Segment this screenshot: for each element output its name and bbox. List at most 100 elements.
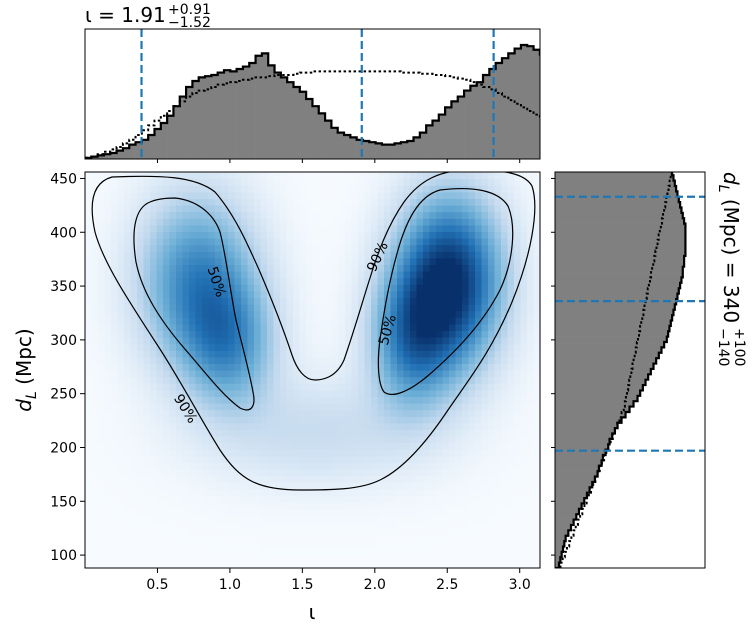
heatmap-cell <box>215 310 223 318</box>
heatmap-cell <box>169 528 177 536</box>
heatmap-cell <box>371 548 379 556</box>
heatmap-cell <box>384 521 392 529</box>
heatmap-cell <box>189 403 197 411</box>
heatmap-cell <box>267 323 275 331</box>
heatmap-cell <box>410 469 418 477</box>
heatmap-cell <box>514 403 522 411</box>
heatmap-cell <box>507 350 515 358</box>
heatmap-cell <box>156 469 164 477</box>
top-hist-bar <box>520 44 528 159</box>
right-hist-bar <box>555 487 590 493</box>
heatmap-cell <box>475 416 483 424</box>
heatmap-cell <box>241 403 249 411</box>
heatmap-cell <box>247 389 255 397</box>
heatmap-cell <box>85 297 93 305</box>
heatmap-cell <box>462 304 470 312</box>
heatmap-cell <box>442 330 450 338</box>
heatmap-cell <box>189 370 197 378</box>
heatmap-cell <box>371 224 379 232</box>
heatmap-cell <box>156 462 164 470</box>
heatmap-cell <box>423 218 431 226</box>
heatmap-cell <box>267 304 275 312</box>
heatmap-cell <box>423 396 431 404</box>
heatmap-cell <box>182 310 190 318</box>
heatmap-cell <box>189 389 197 397</box>
heatmap-cell <box>124 251 132 259</box>
heatmap-cell <box>293 251 301 259</box>
heatmap-cell <box>468 337 476 345</box>
heatmap-cell <box>345 396 353 404</box>
heatmap-cell <box>312 508 320 516</box>
heatmap-cell <box>176 449 184 457</box>
x-tick-label: 2.0 <box>364 577 386 593</box>
heatmap-cell <box>533 218 540 226</box>
heatmap-cell <box>371 482 379 490</box>
heatmap-cell <box>169 495 177 503</box>
heatmap-cell <box>384 198 392 206</box>
heatmap-cell <box>442 297 450 305</box>
heatmap-cell <box>436 244 444 252</box>
heatmap-cell <box>475 449 483 457</box>
heatmap-cell <box>85 323 93 331</box>
heatmap-cell <box>325 462 333 470</box>
heatmap-cell <box>384 422 392 430</box>
right-hist-bar <box>555 508 579 515</box>
heatmap-cell <box>364 284 372 292</box>
heatmap-cell <box>280 218 288 226</box>
heatmap-cell <box>488 409 496 417</box>
heatmap-cell <box>371 218 379 226</box>
heatmap-cell <box>397 488 405 496</box>
heatmap-cell <box>416 198 424 206</box>
heatmap-cell <box>286 548 294 556</box>
heatmap-cell <box>371 264 379 272</box>
heatmap-cell <box>416 238 424 246</box>
top-hist-bar <box>116 150 124 159</box>
heatmap-cell <box>332 396 340 404</box>
heatmap-cell <box>449 350 457 358</box>
heatmap-cell <box>215 475 223 483</box>
heatmap-cell <box>332 304 340 312</box>
heatmap-cell <box>280 317 288 325</box>
heatmap-cell <box>384 561 392 568</box>
heatmap-cell <box>195 389 203 397</box>
heatmap-cell <box>234 224 242 232</box>
heatmap-cell <box>371 521 379 529</box>
heatmap-cell <box>117 198 125 206</box>
heatmap-cell <box>377 350 385 358</box>
heatmap-cell <box>85 290 93 298</box>
heatmap-cell <box>234 475 242 483</box>
heatmap-cell <box>137 271 145 279</box>
heatmap-cell <box>267 515 275 523</box>
heatmap-cell <box>514 535 522 543</box>
heatmap-cell <box>364 442 372 450</box>
heatmap-cell <box>202 376 210 384</box>
heatmap-cell <box>176 383 184 391</box>
heatmap-cell <box>130 370 138 378</box>
heatmap-cell <box>475 330 483 338</box>
heatmap-cell <box>143 317 151 325</box>
top-hist-bar <box>622 158 629 159</box>
heatmap-cell <box>442 515 450 523</box>
heatmap-cell <box>325 211 333 219</box>
heatmap-cell <box>520 350 528 358</box>
heatmap-cell <box>267 356 275 364</box>
heatmap-cell <box>280 488 288 496</box>
heatmap-cell <box>325 218 333 226</box>
heatmap-cell <box>169 449 177 457</box>
heatmap-cell <box>117 475 125 483</box>
heatmap-cell <box>202 323 210 331</box>
heatmap-cell <box>85 191 93 199</box>
heatmap-cell <box>416 370 424 378</box>
heatmap-cell <box>137 310 145 318</box>
heatmap-cell <box>397 409 405 417</box>
heatmap-cell <box>429 323 437 331</box>
heatmap-cell <box>325 482 333 490</box>
heatmap-cell <box>267 172 275 180</box>
heatmap-cell <box>228 284 236 292</box>
right-hist-bar <box>555 342 665 348</box>
heatmap-cell <box>221 317 229 325</box>
heatmap-cell <box>455 521 463 529</box>
heatmap-cell <box>468 403 476 411</box>
heatmap-cell <box>124 178 132 186</box>
heatmap-cell <box>234 244 242 252</box>
